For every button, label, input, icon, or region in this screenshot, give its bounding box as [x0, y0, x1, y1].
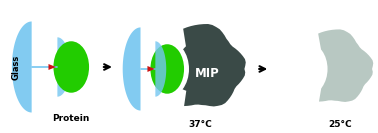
Ellipse shape	[53, 41, 89, 93]
Text: Glass: Glass	[11, 54, 20, 80]
Polygon shape	[57, 37, 70, 97]
Text: MIP: MIP	[194, 67, 219, 80]
Polygon shape	[12, 21, 32, 113]
Text: 25°C: 25°C	[328, 120, 352, 129]
Polygon shape	[171, 24, 246, 106]
Text: Protein: Protein	[53, 114, 90, 123]
Polygon shape	[155, 41, 166, 97]
Polygon shape	[309, 29, 373, 102]
Ellipse shape	[290, 43, 328, 95]
Ellipse shape	[146, 40, 189, 98]
Polygon shape	[123, 27, 141, 111]
Ellipse shape	[150, 44, 184, 94]
Polygon shape	[48, 64, 56, 70]
Polygon shape	[147, 66, 155, 72]
Text: 37°C: 37°C	[188, 120, 212, 129]
